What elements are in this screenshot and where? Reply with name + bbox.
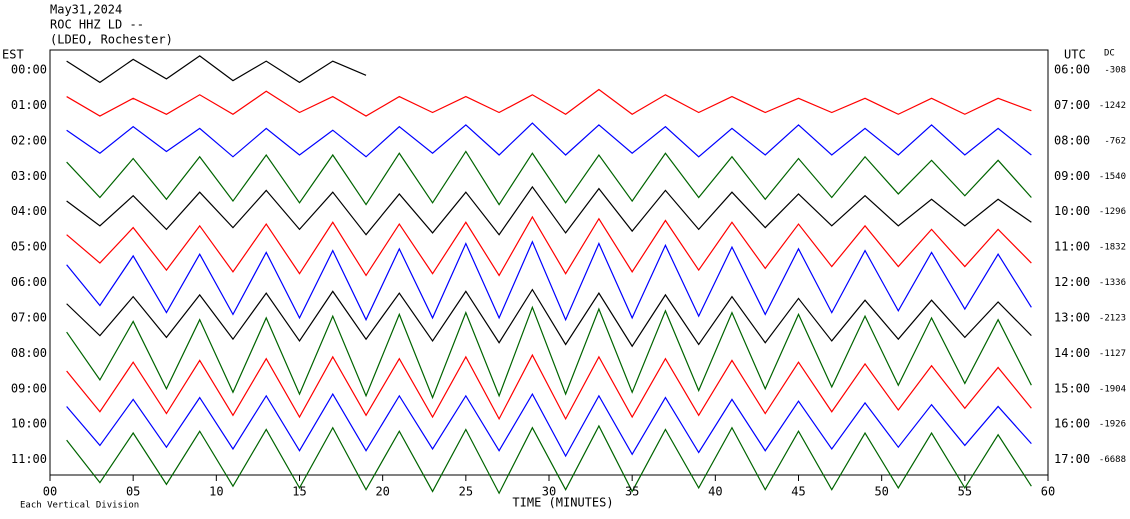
est-tick-label: 03:00 [11, 169, 47, 183]
est-tick-label: 01:00 [11, 98, 47, 112]
x-tick-label: 00 [43, 485, 57, 499]
trace [66, 150, 1032, 206]
x-tick-label: 15 [292, 485, 306, 499]
trace [66, 55, 367, 84]
x-tick-label: 25 [459, 485, 473, 499]
x-tick-label: 20 [375, 485, 389, 499]
utc-tick-label: 10:00 [1054, 204, 1090, 218]
trace [66, 353, 1032, 421]
est-tick-label: 09:00 [11, 381, 47, 395]
est-label: EST [2, 48, 24, 62]
network: (LDEO, Rochester) [50, 33, 173, 47]
dc-value: -2123 [1099, 313, 1126, 323]
dc-value: -1926 [1099, 420, 1126, 430]
traces [66, 55, 1032, 495]
trace [66, 305, 1032, 400]
chart-title: May31,2024 [50, 3, 122, 17]
utc-tick-label: 13:00 [1054, 310, 1090, 324]
utc-tick-label: 06:00 [1054, 63, 1090, 77]
trace [66, 424, 1032, 495]
dc-value: -1296 [1099, 207, 1126, 217]
dc-value: -1336 [1099, 278, 1126, 288]
x-axis-label: TIME (MINUTES) [512, 496, 613, 510]
utc-tick-label: 07:00 [1054, 98, 1090, 112]
x-tick-label: 30 [542, 485, 556, 499]
est-tick-label: 11:00 [11, 452, 47, 466]
trace [66, 240, 1032, 322]
est-tick-label: 00:00 [11, 63, 47, 77]
x-tick-label: 05 [126, 485, 140, 499]
utc-tick-label: 12:00 [1054, 275, 1090, 289]
dc-value: -6688 [1099, 455, 1126, 465]
x-tick-label: 45 [791, 485, 805, 499]
trace [66, 288, 1032, 348]
est-tick-label: 05:00 [11, 240, 47, 254]
trace [66, 215, 1032, 277]
trace [66, 122, 1032, 158]
dc-value: -1832 [1099, 243, 1126, 253]
x-tick-label: 40 [708, 485, 722, 499]
utc-tick-label: 11:00 [1054, 240, 1090, 254]
x-tick-label: 35 [625, 485, 639, 499]
trace [66, 185, 1032, 236]
dc-value: -1904 [1099, 384, 1126, 394]
utc-tick-label: 14:00 [1054, 346, 1090, 360]
utc-tick-label: 09:00 [1054, 169, 1090, 183]
x-tick-label: 10 [209, 485, 223, 499]
dc-value: -1242 [1099, 101, 1126, 111]
est-tick-label: 02:00 [11, 133, 47, 147]
dc-value: -308 [1104, 66, 1126, 76]
est-tick-label: 06:00 [11, 275, 47, 289]
dc-value: -1127 [1099, 349, 1126, 359]
trace [66, 392, 1032, 458]
utc-tick-label: 17:00 [1054, 452, 1090, 466]
trace [66, 88, 1032, 117]
station: ROC HHZ LD -- [50, 18, 144, 32]
utc-label: UTC [1064, 48, 1086, 62]
dc-label: DC [1104, 49, 1115, 59]
utc-tick-label: 15:00 [1054, 381, 1090, 395]
dc-value: -762 [1104, 136, 1126, 146]
x-tick-label: 60 [1041, 485, 1055, 499]
utc-tick-label: 08:00 [1054, 133, 1090, 147]
est-tick-label: 04:00 [11, 204, 47, 218]
x-tick-label: 50 [874, 485, 888, 499]
footnote: Each Vertical Division [20, 501, 139, 511]
est-tick-label: 10:00 [11, 417, 47, 431]
utc-tick-label: 16:00 [1054, 417, 1090, 431]
x-tick-label: 55 [958, 485, 972, 499]
est-tick-label: 08:00 [11, 346, 47, 360]
est-tick-label: 07:00 [11, 310, 47, 324]
dc-value: -1540 [1099, 172, 1126, 182]
